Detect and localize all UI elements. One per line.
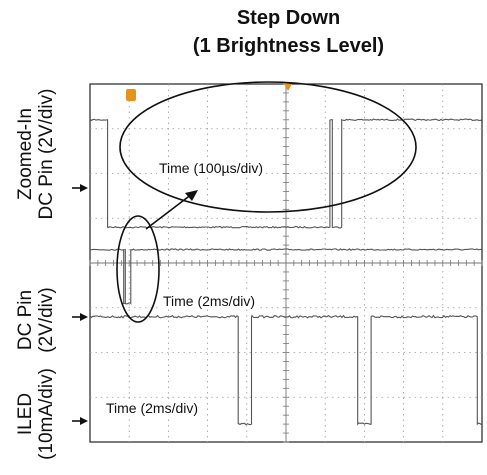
trace-2 [89,248,482,305]
trigger-position-icon [284,84,292,91]
trace-3 [89,314,482,426]
chart-title-line2: (1 Brightness Level) [192,35,385,57]
channel-marker-1 [80,184,88,192]
channel-marker-3 [80,417,88,425]
zoom-ellipse [119,81,417,213]
chart-title-line1: Step Down [236,7,341,29]
time-scale-dc-pin: Time (2ms/div) [161,293,258,309]
time-scale-zoomed: Time (100µs/div) [157,160,266,176]
zoom-arrow-line [145,193,193,230]
waveform-traces [89,118,482,426]
plot-grid [89,83,483,443]
time-scale-iled: Time (2ms/div) [104,400,201,416]
pulse-ellipse [116,215,160,323]
zoom-arrow-head [185,190,198,201]
trace-1 [89,118,482,229]
trigger-marker-icon [126,89,136,101]
channel-marker-2 [80,313,88,321]
